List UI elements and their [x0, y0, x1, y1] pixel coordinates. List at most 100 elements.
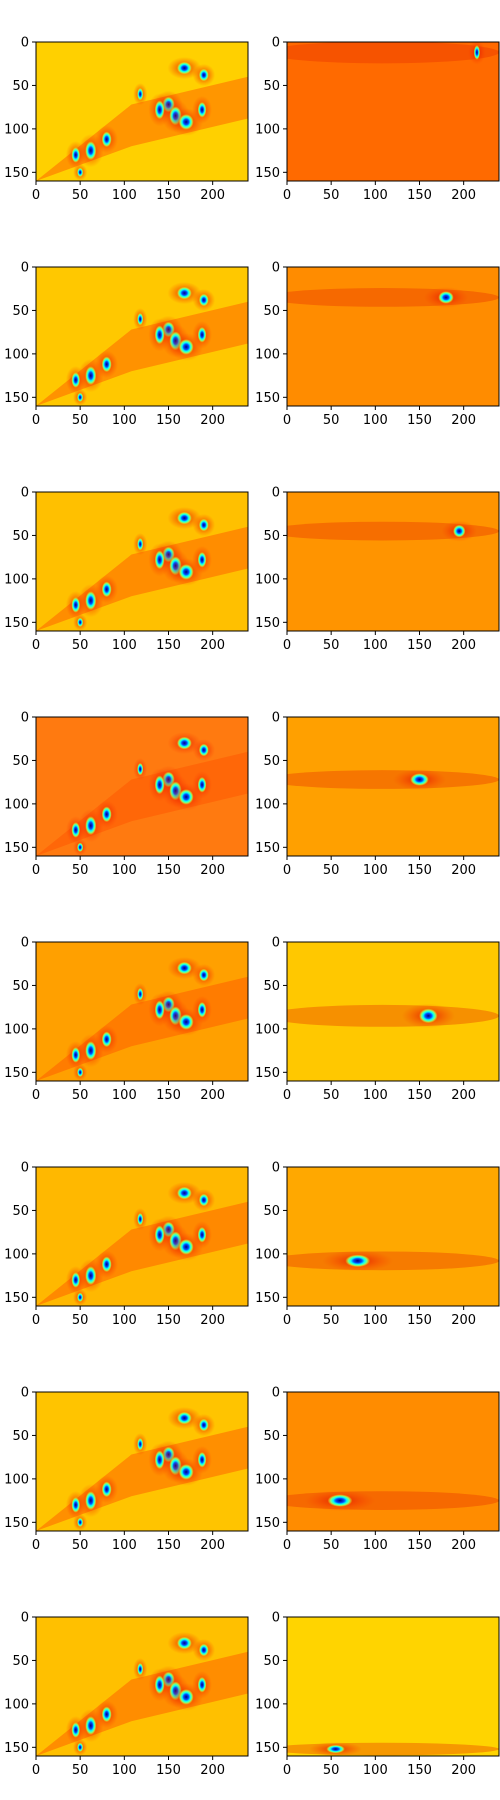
x-tick-label: 0 [32, 1538, 40, 1553]
y-tick-label: 150 [4, 841, 29, 856]
heatmap-blob [178, 114, 194, 130]
heatmap-background [287, 717, 499, 856]
heatmap-image [287, 267, 499, 406]
heatmap-image [287, 42, 499, 181]
x-tick-label: 150 [156, 638, 181, 653]
heatmap-blob [85, 591, 97, 610]
x-tick-label: 150 [407, 413, 432, 428]
heatmap-blob [178, 1239, 194, 1255]
y-tick-label: 0 [21, 1386, 29, 1401]
y-tick-label: 100 [4, 797, 29, 812]
heatmap-blob [137, 87, 144, 101]
y-tick-label: 0 [21, 1611, 29, 1626]
x-tick-label: 50 [323, 1763, 340, 1778]
heatmap-blob [176, 1636, 192, 1650]
y-tick-label: 50 [263, 79, 280, 94]
heatmap-blob [197, 326, 207, 343]
x-tick-label: 150 [407, 1313, 432, 1328]
y-tick-label: 150 [255, 166, 280, 181]
y-tick-label: 0 [272, 261, 280, 276]
x-tick-label: 150 [407, 1088, 432, 1103]
heatmap-blob [71, 147, 81, 163]
x-tick-label: 200 [451, 1538, 476, 1553]
heatmap-blob [137, 537, 144, 551]
heatmap-blob [85, 1266, 97, 1285]
heatmap-blob [198, 1643, 209, 1657]
panel-r5-left: 0 50 100 150 200 0 50 100 150 [4, 936, 249, 1103]
heatmap-image [287, 942, 499, 1081]
heatmap-background [287, 942, 499, 1081]
x-tick-label: 50 [72, 413, 89, 428]
panel-r7-left: 0 50 100 150 200 0 50 100 150 [4, 1386, 249, 1553]
heatmap-blob [77, 392, 84, 403]
x-tick-label: 200 [451, 638, 476, 653]
heatmap-blob [85, 141, 97, 160]
panel-r7-right: 0 50 100 150 200 0 50 100 150 [255, 1386, 500, 1553]
x-tick-label: 150 [156, 863, 181, 878]
x-tick-label: 100 [363, 863, 388, 878]
heatmap-streak [287, 770, 499, 789]
x-tick-label: 0 [283, 1088, 291, 1103]
heatmap-blob [197, 776, 207, 793]
y-tick-label: 0 [21, 936, 29, 951]
x-tick-label: 100 [363, 1088, 388, 1103]
heatmap-streak [287, 1491, 499, 1510]
heatmap-background [287, 267, 499, 406]
heatmap-blob [176, 961, 192, 975]
y-tick-label: 100 [4, 572, 29, 587]
heatmap-blob [198, 1193, 209, 1207]
heatmap-blob [77, 1742, 84, 1753]
heatmap-blob [453, 524, 466, 538]
heatmap-blob [198, 68, 209, 82]
y-tick-label: 100 [255, 572, 280, 587]
x-tick-label: 0 [32, 1763, 40, 1778]
x-tick-label: 50 [323, 188, 340, 203]
panel-r8-right: 0 50 100 150 200 0 50 100 150 [255, 1611, 500, 1778]
y-tick-label: 50 [263, 1429, 280, 1444]
y-tick-label: 0 [272, 36, 280, 51]
x-tick-label: 50 [323, 638, 340, 653]
heatmap-blob [71, 597, 81, 613]
axes-frame [286, 41, 500, 182]
x-tick-label: 0 [283, 413, 291, 428]
y-tick-label: 50 [12, 79, 29, 94]
heatmap-background [287, 492, 499, 631]
y-tick-label: 0 [21, 261, 29, 276]
x-tick-label: 200 [451, 188, 476, 203]
heatmap-blob [198, 743, 209, 757]
heatmap-blob [178, 339, 194, 355]
heatmap-blob [198, 518, 209, 532]
y-tick-label: 0 [272, 1161, 280, 1176]
panel-r3-left: 0 50 100 150 200 0 50 100 150 [4, 486, 249, 653]
x-tick-label: 0 [283, 1763, 291, 1778]
heatmap-blob [326, 1744, 345, 1754]
y-tick-label: 50 [12, 529, 29, 544]
heatmap-blob [176, 736, 192, 750]
heatmap-blob [137, 762, 144, 776]
heatmap-image [36, 1392, 248, 1531]
heatmap-background [287, 42, 499, 181]
x-tick-label: 100 [112, 413, 137, 428]
x-tick-label: 200 [451, 1088, 476, 1103]
x-tick-label: 50 [323, 1088, 340, 1103]
y-tick-label: 100 [255, 797, 280, 812]
y-tick-label: 100 [255, 1697, 280, 1712]
x-tick-label: 150 [407, 1763, 432, 1778]
x-tick-label: 150 [407, 188, 432, 203]
y-tick-label: 0 [21, 711, 29, 726]
heatmap-blob [197, 1451, 207, 1468]
y-tick-label: 50 [263, 979, 280, 994]
heatmap-blob [176, 61, 192, 75]
heatmap-blob [178, 1689, 194, 1705]
heatmap-blob [198, 293, 209, 307]
y-tick-label: 50 [263, 529, 280, 544]
x-tick-label: 50 [323, 413, 340, 428]
axes-frame [35, 716, 249, 857]
heatmap-blob [345, 1254, 371, 1268]
axes-frame [35, 1616, 249, 1757]
heatmap-blob [101, 1031, 112, 1048]
y-tick-label: 100 [255, 1247, 280, 1262]
y-tick-label: 150 [255, 391, 280, 406]
heatmap-blob [85, 1491, 97, 1510]
x-tick-label: 50 [323, 1538, 340, 1553]
